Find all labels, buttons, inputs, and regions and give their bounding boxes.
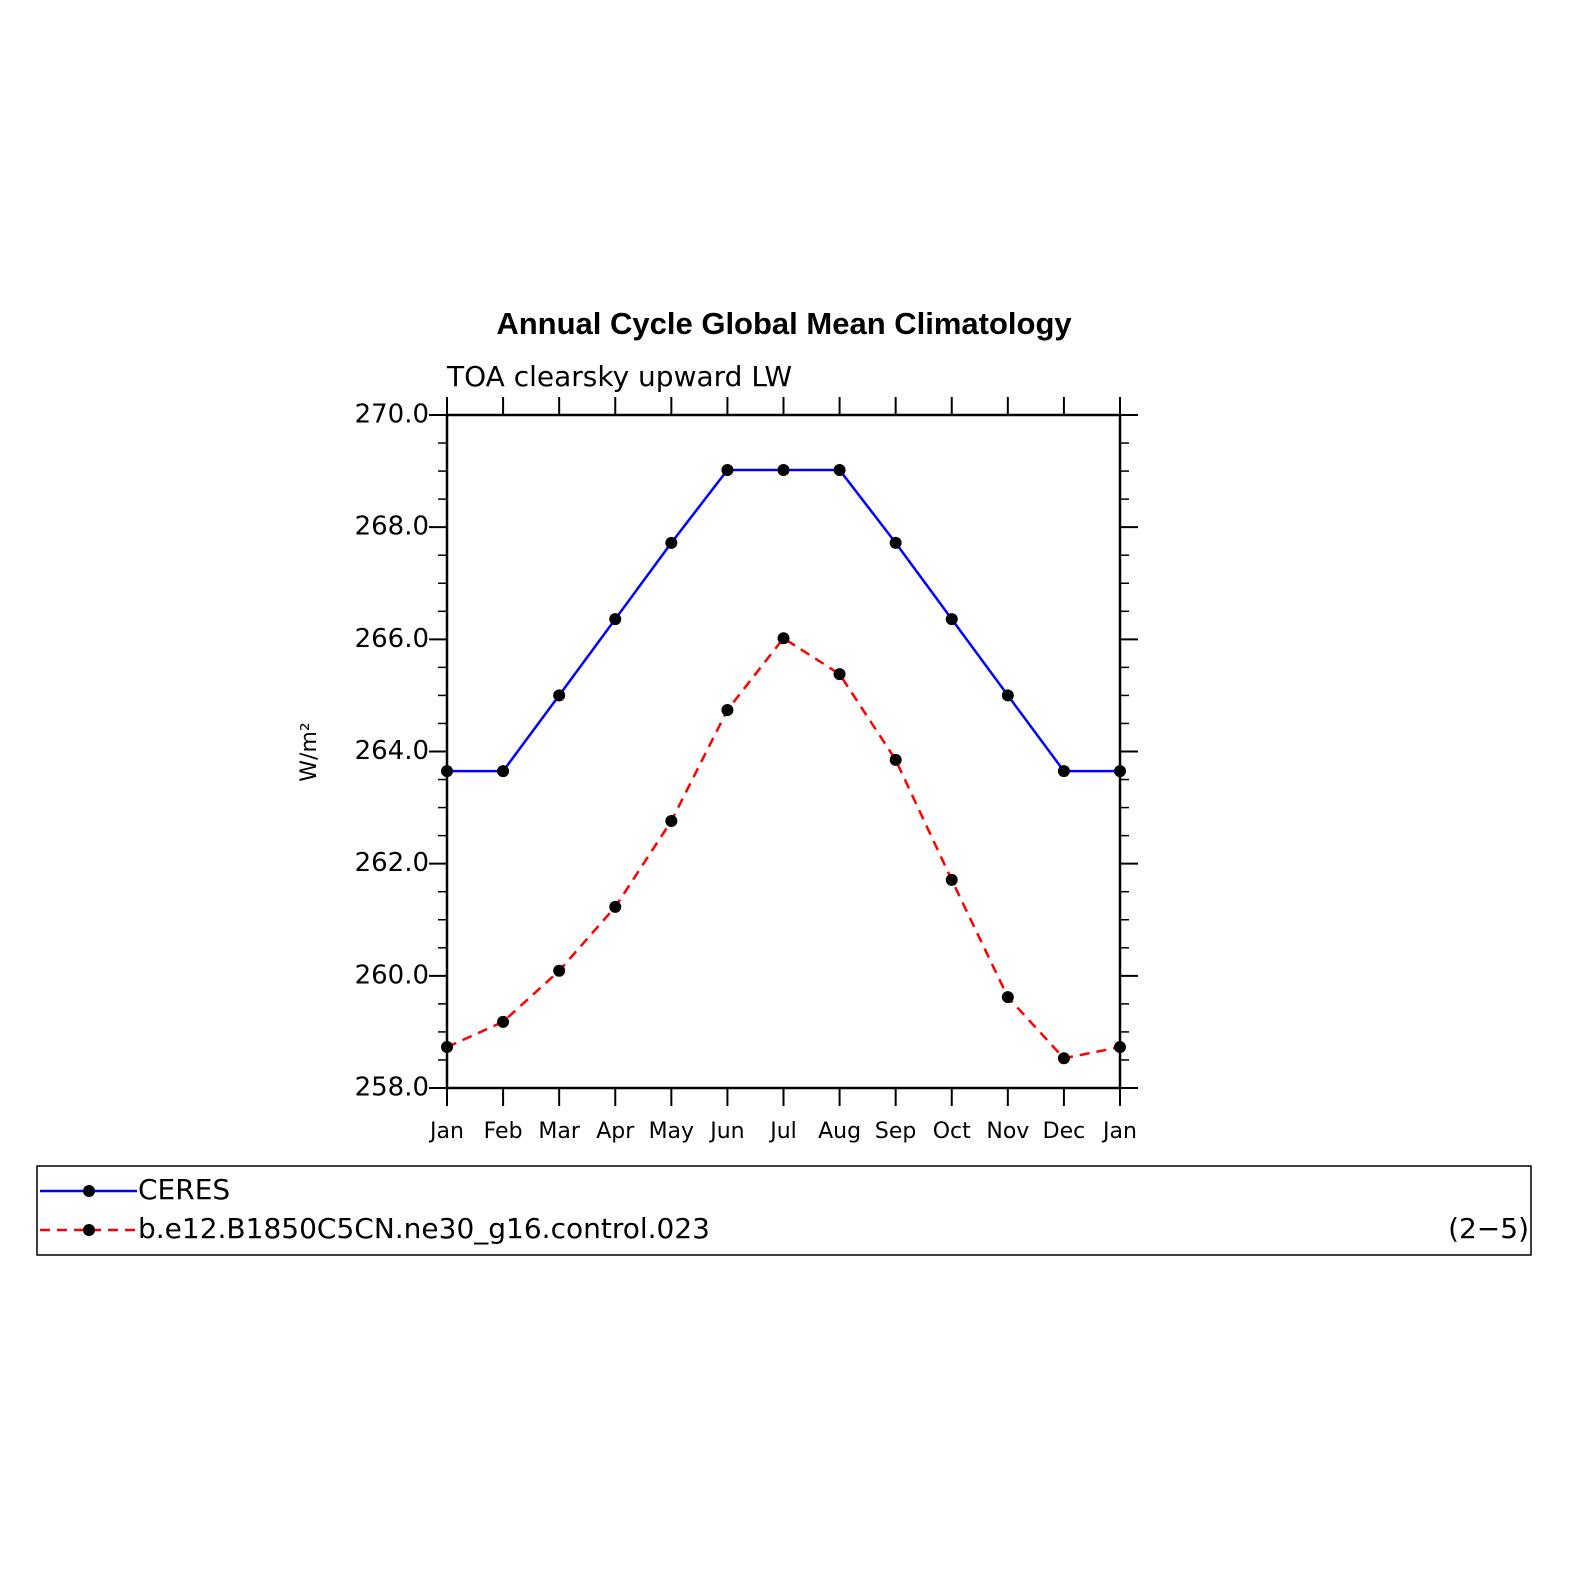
data-point: [721, 703, 734, 716]
data-point: [945, 613, 958, 626]
data-point: [553, 964, 566, 977]
y-tick-label: 268.0: [355, 512, 429, 542]
y-tick-label: 266.0: [355, 624, 429, 654]
legend-marker: [83, 1185, 95, 1197]
x-tick-label: May: [649, 1119, 694, 1144]
y-tick-label: 264.0: [355, 736, 429, 766]
data-point: [1057, 765, 1070, 778]
y-tick-label: 258.0: [355, 1073, 429, 1103]
x-tick-label: Oct: [933, 1119, 971, 1144]
x-tick-label: Jan: [428, 1119, 464, 1144]
x-tick-label: Nov: [986, 1119, 1029, 1144]
data-point: [777, 463, 790, 476]
data-point: [1114, 765, 1126, 778]
x-tick-label: Jun: [708, 1119, 744, 1144]
panel-label: (2−5): [1448, 1212, 1529, 1245]
chart-title: Annual Cycle Global Mean Climatology: [496, 306, 1072, 341]
series-line: [447, 468, 1120, 773]
x-tick-label: Feb: [484, 1119, 523, 1144]
legend-marker: [83, 1224, 95, 1236]
x-tick-label: Dec: [1043, 1119, 1086, 1144]
y-tick-label: 270.0: [355, 400, 429, 430]
x-tick-label: Mar: [538, 1119, 580, 1144]
x-tick-label: Apr: [596, 1119, 635, 1144]
data-point: [441, 765, 453, 778]
data-point: [945, 873, 958, 886]
data-point: [833, 463, 846, 476]
data-point: [497, 765, 510, 778]
data-point: [1001, 689, 1014, 702]
data-point: [609, 613, 622, 626]
data-point: [1001, 991, 1014, 1004]
data-point: [441, 1041, 453, 1054]
data-point: [497, 1015, 510, 1028]
data-point: [1057, 1052, 1070, 1065]
data-point: [609, 900, 622, 913]
chart-subtitle: TOA clearsky upward LW: [446, 360, 792, 393]
data-point: [553, 689, 566, 702]
x-tick-label: Jan: [1101, 1119, 1137, 1144]
legend-label: b.e12.B1850C5CN.ne30_g16.control.023: [138, 1212, 710, 1245]
data-point: [777, 632, 790, 645]
series-line: [446, 636, 1121, 1060]
data-point: [889, 536, 902, 549]
x-tick-label: Aug: [818, 1119, 861, 1144]
y-tick-label: 260.0: [355, 960, 429, 990]
legend-label: CERES: [138, 1173, 230, 1206]
data-point: [833, 668, 846, 681]
plot-frame: [445, 413, 1122, 1090]
y-tick-label: 262.0: [355, 848, 429, 878]
data-point: [889, 753, 902, 766]
data-point: [665, 815, 678, 828]
y-axis-label: W/m²: [297, 722, 322, 781]
x-tick-label: Jul: [768, 1119, 797, 1144]
data-point: [721, 463, 734, 476]
data-point: [1114, 1041, 1126, 1054]
legend-box: [36, 1165, 1532, 1256]
x-tick-label: Sep: [875, 1119, 916, 1144]
data-point: [665, 536, 678, 549]
